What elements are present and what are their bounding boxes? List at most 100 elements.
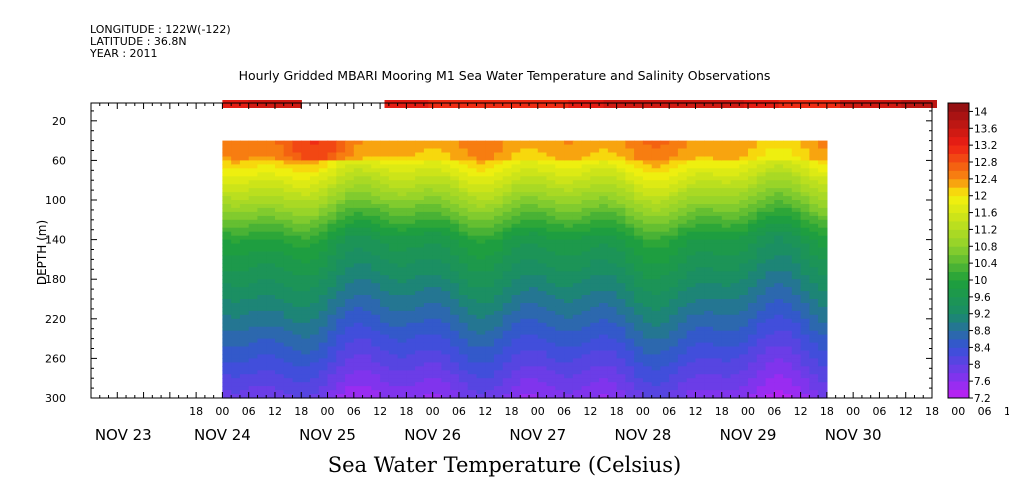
- heatmap-cell: [791, 366, 802, 371]
- heatmap-cell: [791, 243, 802, 249]
- heatmap-cell: [301, 267, 311, 272]
- heatmap-cell: [301, 322, 311, 328]
- heatmap-cell: [537, 263, 548, 268]
- heatmap-cell: [231, 204, 241, 209]
- heatmap-cell: [458, 259, 469, 264]
- heatmap-cell: [301, 168, 311, 173]
- heatmap-cell: [458, 366, 469, 371]
- heatmap-cell: [564, 176, 574, 181]
- heatmap-cell: [520, 180, 530, 185]
- heatmap-cell: [310, 306, 320, 312]
- heatmap-cell: [581, 303, 591, 308]
- heatmap-cell: [730, 184, 740, 189]
- heatmap-cell: [713, 140, 723, 146]
- heatmap-cell: [257, 239, 267, 245]
- heatmap-cell: [257, 366, 267, 371]
- heatmap-cell: [651, 275, 662, 280]
- heatmap-cell: [371, 176, 381, 181]
- heatmap-cell: [555, 263, 565, 268]
- heatmap-cell: [432, 354, 443, 359]
- heatmap-cell: [406, 215, 416, 221]
- heatmap-cell: [660, 267, 670, 272]
- heatmap-cell: [581, 267, 591, 272]
- heatmap-cell: [537, 386, 548, 391]
- colorbar-swatch: [948, 229, 969, 239]
- heatmap-cell: [748, 394, 758, 399]
- heatmap-cell: [231, 211, 241, 217]
- heatmap-cell: [432, 338, 443, 344]
- heatmap-cell: [318, 318, 329, 324]
- heatmap-cell: [494, 172, 504, 177]
- heatmap-cell: [476, 394, 486, 399]
- heatmap-cell: [546, 299, 556, 304]
- heatmap-cell: [748, 223, 758, 229]
- heatmap-cell: [362, 318, 372, 324]
- heatmap-cell: [441, 314, 451, 320]
- heatmap-cell: [537, 271, 548, 276]
- heatmap-cell: [555, 354, 565, 359]
- heatmap-cell: [721, 370, 732, 375]
- heatmap-cell: [318, 200, 329, 205]
- heatmap-cell: [458, 207, 469, 213]
- heatmap-cell: [616, 255, 626, 260]
- heatmap-cell: [818, 219, 828, 225]
- heatmap-cell: [756, 354, 767, 359]
- heatmap-cell: [555, 251, 565, 257]
- heatmap-cell: [222, 176, 232, 181]
- heatmap-cell: [564, 259, 574, 264]
- heatmap-cell: [397, 310, 407, 316]
- heatmap-cell: [607, 172, 618, 177]
- heatmap-cell: [467, 330, 478, 336]
- heatmap-cell: [756, 259, 767, 264]
- heatmap-cell: [713, 255, 723, 260]
- heatmap-cell: [406, 338, 416, 344]
- heatmap-cell: [695, 180, 705, 185]
- heatmap-cell: [748, 318, 758, 324]
- colorbar-swatch: [948, 145, 969, 154]
- heatmap-cell: [599, 156, 609, 162]
- heatmap-cell: [774, 303, 784, 308]
- heatmap-cell: [318, 207, 329, 213]
- heatmap-cell: [380, 243, 390, 249]
- heatmap-cell: [239, 299, 250, 304]
- heatmap-cell: [704, 176, 714, 181]
- heatmap-cell: [502, 172, 513, 177]
- heatmap-cell: [783, 295, 793, 300]
- heatmap-cell: [520, 200, 530, 205]
- heatmap-cell: [713, 251, 723, 257]
- heatmap-cell: [660, 390, 670, 395]
- heatmap-cell: [257, 291, 267, 296]
- heatmap-cell: [520, 283, 530, 288]
- heatmap-cell: [239, 394, 250, 399]
- heatmap-cell: [677, 176, 688, 181]
- heatmap-cell: [669, 330, 679, 336]
- heatmap-cell: [371, 354, 381, 359]
- heatmap-cell: [239, 303, 250, 308]
- heatmap-cell: [450, 271, 460, 276]
- heatmap-cell: [704, 350, 714, 356]
- heatmap-cell: [275, 263, 285, 268]
- heatmap-cell: [555, 283, 565, 288]
- heatmap-cell: [476, 386, 486, 391]
- heatmap-cell: [371, 243, 381, 249]
- heatmap-cell: [765, 168, 775, 173]
- heatmap-cell: [695, 378, 705, 383]
- heatmap-cell: [423, 322, 434, 328]
- heatmap-cell: [485, 172, 495, 177]
- heatmap-cell: [800, 140, 810, 146]
- heatmap-cell: [660, 354, 670, 359]
- heatmap-cell: [301, 156, 311, 162]
- heatmap-cell: [353, 326, 364, 332]
- heatmap-cell: [231, 271, 241, 276]
- heatmap-cell: [380, 386, 390, 391]
- heatmap-cell: [564, 239, 574, 245]
- heatmap-cell: [423, 271, 434, 276]
- heatmap-cell: [415, 255, 425, 260]
- heatmap-cell: [713, 287, 723, 292]
- heatmap-cell: [222, 140, 232, 146]
- heatmap-cell: [564, 172, 574, 177]
- heatmap-cell: [222, 215, 232, 221]
- heatmap-cell: [292, 382, 302, 387]
- heatmap-cell: [546, 215, 556, 221]
- heatmap-cell: [231, 338, 241, 344]
